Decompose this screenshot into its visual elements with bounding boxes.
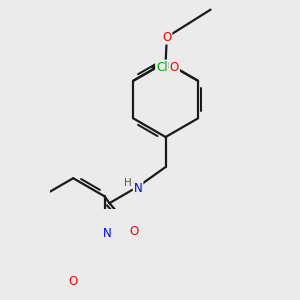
- Text: H: H: [124, 178, 132, 188]
- Text: O: O: [130, 225, 139, 239]
- Text: Cl: Cl: [156, 61, 168, 74]
- Text: N: N: [103, 227, 111, 240]
- Text: N: N: [134, 182, 142, 195]
- Text: O: O: [162, 31, 172, 44]
- Text: O: O: [69, 275, 78, 288]
- Text: O: O: [170, 61, 179, 74]
